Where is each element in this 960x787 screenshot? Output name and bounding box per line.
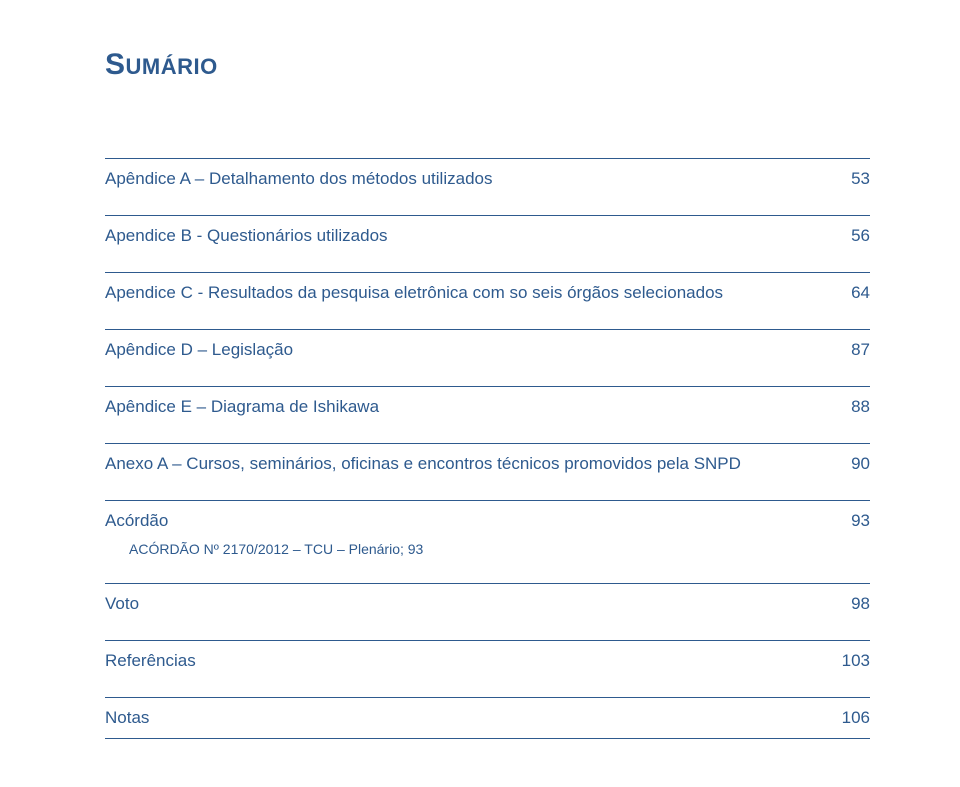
toc-entry: Anexo A – Cursos, seminários, oficinas e… <box>105 443 870 484</box>
toc-page-number: 103 <box>830 651 870 671</box>
toc-entry: Apendice B - Questionários utilizados 56 <box>105 215 870 256</box>
toc-entry: Notas 106 <box>105 697 870 739</box>
toc-page-number: 88 <box>830 397 870 417</box>
toc-label: Apendice C - Resultados da pesquisa elet… <box>105 283 723 303</box>
toc-label: Apêndice A – Detalhamento dos métodos ut… <box>105 169 492 189</box>
toc-label: Apêndice E – Diagrama de Ishikawa <box>105 397 379 417</box>
toc-label: Apêndice D – Legislação <box>105 340 293 360</box>
page-container: Sumário Apêndice A – Detalhamento dos mé… <box>0 0 960 787</box>
toc-page-number: 90 <box>830 454 870 474</box>
page-title: Sumário <box>105 48 870 82</box>
toc-page-number: 93 <box>830 511 870 531</box>
toc-entry: Acórdão 93 ACÓRDÃO Nº 2170/2012 – TCU – … <box>105 500 870 567</box>
toc-entry: Apêndice A – Detalhamento dos métodos ut… <box>105 158 870 199</box>
toc-label: Voto <box>105 594 139 614</box>
title-rest: umário <box>126 54 218 79</box>
toc-page-number: 106 <box>830 708 870 728</box>
toc-page-number: 56 <box>830 226 870 246</box>
toc-entry: Apendice C - Resultados da pesquisa elet… <box>105 272 870 313</box>
toc-label: Anexo A – Cursos, seminários, oficinas e… <box>105 454 741 474</box>
toc-label: Acórdão <box>105 511 168 531</box>
toc-page-number: 87 <box>830 340 870 360</box>
toc-page-number: 53 <box>830 169 870 189</box>
toc-page-number: 98 <box>830 594 870 614</box>
title-cap: S <box>105 48 126 81</box>
table-of-contents: Apêndice A – Detalhamento dos métodos ut… <box>105 158 870 739</box>
toc-entry: Referências 103 <box>105 640 870 681</box>
toc-entry: Voto 98 <box>105 583 870 624</box>
toc-entry: Apêndice D – Legislação 87 <box>105 329 870 370</box>
toc-label: Notas <box>105 708 149 728</box>
toc-page-number: 64 <box>830 283 870 303</box>
toc-entry: Apêndice E – Diagrama de Ishikawa 88 <box>105 386 870 427</box>
toc-subentry: ACÓRDÃO Nº 2170/2012 – TCU – Plenário; 9… <box>105 541 870 567</box>
toc-label: Apendice B - Questionários utilizados <box>105 226 388 246</box>
toc-label: Referências <box>105 651 196 671</box>
